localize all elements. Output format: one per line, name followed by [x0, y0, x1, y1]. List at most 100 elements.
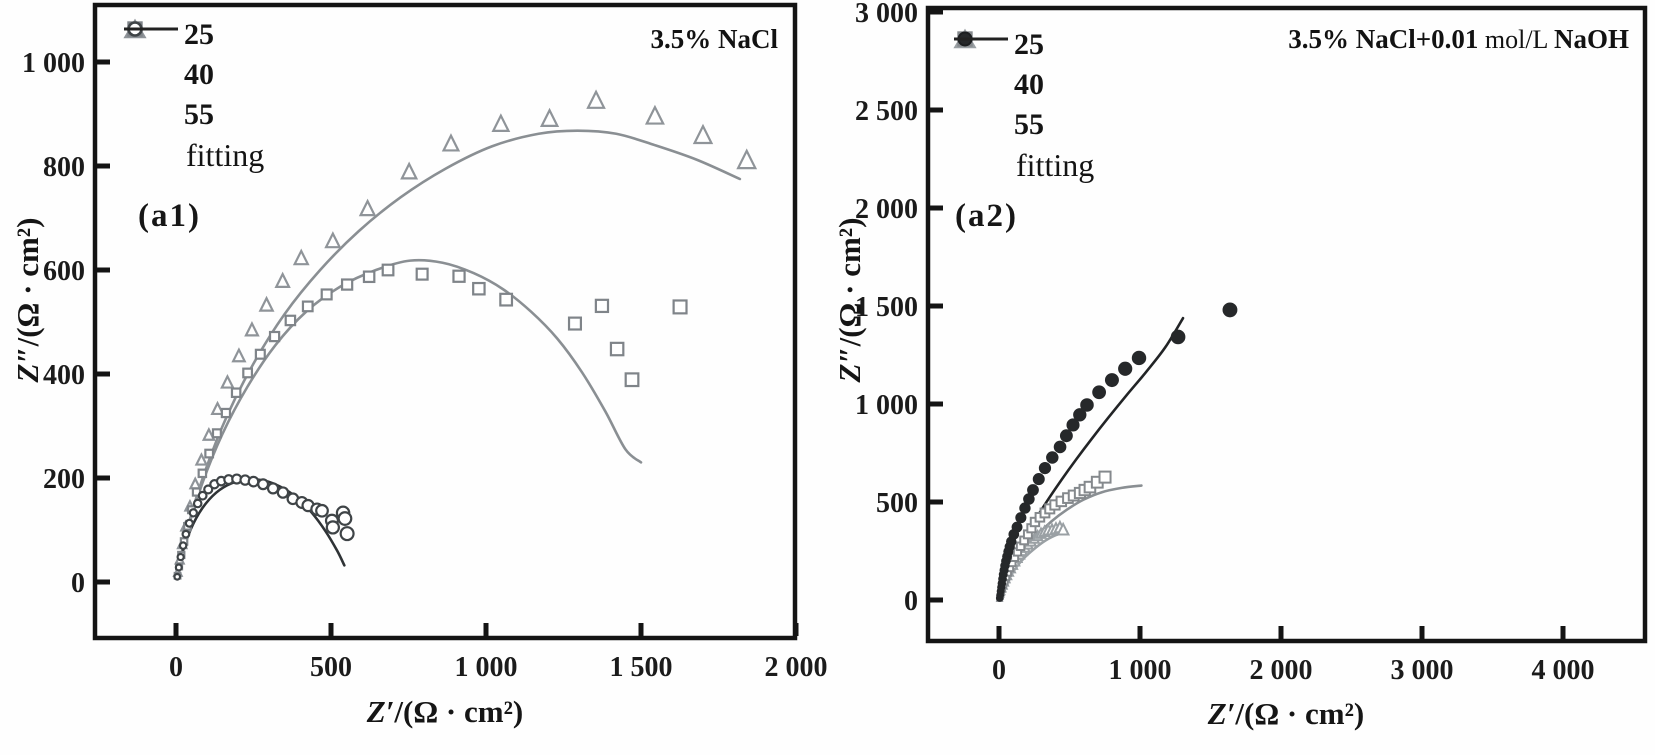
y-tick-label: 800 [43, 152, 85, 183]
circle-marker [1080, 398, 1094, 412]
x-axis-ticks: 0 500 1 000 1 500 2 000 [169, 623, 828, 683]
square-marker [362, 270, 376, 284]
circle-marker [1222, 302, 1238, 318]
y-tick-label: 500 [876, 488, 918, 519]
triangle-marker [324, 231, 342, 249]
series-40 [173, 263, 688, 580]
triangle-marker [692, 123, 714, 145]
circle-marker [1032, 473, 1045, 486]
circle-marker [1011, 521, 1023, 533]
square-marker [268, 330, 281, 343]
y-tick-label: 1 000 [855, 390, 918, 421]
x-tick-label: 0 [169, 652, 183, 683]
circle-marker [337, 511, 353, 526]
legend-item-40: 40 [952, 31, 1094, 101]
square-marker [567, 316, 583, 331]
square-marker [472, 281, 486, 296]
circle-marker [1073, 408, 1087, 422]
square-marker [197, 468, 208, 479]
triangle-marker [491, 113, 511, 132]
circle-marker [1038, 461, 1052, 475]
y-tick-label: 3 000 [855, 0, 918, 29]
triangle-marker [586, 89, 606, 109]
triangle-marker [1056, 521, 1071, 536]
square-marker [672, 299, 688, 315]
square-marker [1098, 470, 1112, 484]
square-marker [499, 292, 514, 307]
x-axis-ticks: 0 1 000 2 000 3 000 4 000 [992, 626, 1595, 686]
triangle-marker [441, 133, 461, 152]
nyquist-panel-a2: 0 1 000 2 000 3 000 4 000 0 500 1 000 1 500 2 000… [855, 0, 1648, 686]
triangle-marker [358, 198, 377, 217]
circle-marker [1027, 484, 1039, 496]
y-tick-label: 400 [43, 360, 85, 391]
circle-marker [315, 503, 329, 518]
triangle-marker [210, 400, 225, 416]
circle-marker [1015, 512, 1027, 524]
legend-label: 40 [1014, 67, 1044, 101]
y-tick-label: 2 000 [855, 194, 918, 225]
x-tick-label: 4 000 [1532, 655, 1595, 686]
x-tick-label: 1 000 [455, 652, 518, 683]
nyquist-panel-a1: 0 500 1 000 1 500 2 000 0 200 400 600 800 1 000 [22, 2, 828, 683]
panel-tag-a1: (a1) [138, 198, 201, 234]
legend-a1: 25 40 55 fitting [122, 18, 264, 171]
circle-marker [1019, 502, 1031, 514]
circle-marker [197, 490, 208, 501]
circle-marker [1059, 429, 1073, 443]
circle-marker [339, 526, 355, 542]
circle-marker [173, 572, 182, 581]
y-tick-label: 200 [43, 464, 85, 495]
x-tick-label: 0 [992, 655, 1006, 686]
circle-marker [1170, 329, 1186, 345]
triangle-marker [244, 320, 260, 337]
plot-frame [925, 5, 1648, 644]
triangle-marker [644, 104, 665, 125]
y-axis-title-a1: Z″/(Ω · cm²) [10, 217, 45, 383]
legend-label: 25 [1014, 27, 1044, 61]
fit-curve-40 [176, 258, 643, 576]
square-marker [301, 300, 314, 313]
triangle-marker [258, 295, 275, 312]
series-55 [995, 302, 1238, 602]
triangle-marker [274, 271, 291, 288]
y-tick-label: 0 [904, 586, 918, 617]
circle-marker [1104, 373, 1119, 388]
square-marker [220, 407, 232, 419]
x-tick-label: 2 000 [765, 652, 828, 683]
circle-marker [1092, 385, 1106, 400]
circle-marker [325, 520, 341, 535]
legend-label: 40 [184, 57, 214, 91]
triangle-marker [539, 107, 560, 127]
legend-item-55: 55 [952, 31, 1094, 141]
plot-frame [92, 2, 798, 641]
circle-marker [1046, 451, 1059, 464]
square-marker [204, 448, 215, 459]
triangle-marker [231, 347, 247, 363]
x-tick-label: 3 000 [1391, 655, 1454, 686]
square-marker [320, 288, 333, 301]
x-tick-label: 500 [310, 652, 352, 683]
square-marker [381, 263, 395, 277]
y-tick-label: 600 [43, 256, 85, 287]
series-55 [173, 473, 355, 581]
circle-marker [178, 541, 188, 550]
square-marker [242, 367, 254, 379]
x-tick-label: 1 000 [1109, 655, 1172, 686]
square-marker [415, 267, 429, 281]
circle-marker [1066, 418, 1080, 432]
panel-tag-a2: (a2) [955, 198, 1018, 234]
square-marker [340, 278, 354, 291]
square-marker [624, 372, 640, 388]
x-tick-label: 2 000 [1250, 655, 1313, 686]
y-tick-label: 1 500 [855, 292, 918, 323]
y-tick-label: 1 000 [22, 48, 85, 79]
x-axis-title-a1: Z′/(Ω · cm²) [366, 694, 524, 729]
condition-label-a2: 3.5% NaCl+0.01 mol/L NaOH [1288, 24, 1629, 54]
square-marker [609, 341, 625, 357]
triangle-marker [400, 161, 419, 180]
legend-a2: 25 40 55 fitting [952, 28, 1094, 181]
triangle-marker [736, 148, 758, 170]
circle-marker [257, 478, 270, 491]
